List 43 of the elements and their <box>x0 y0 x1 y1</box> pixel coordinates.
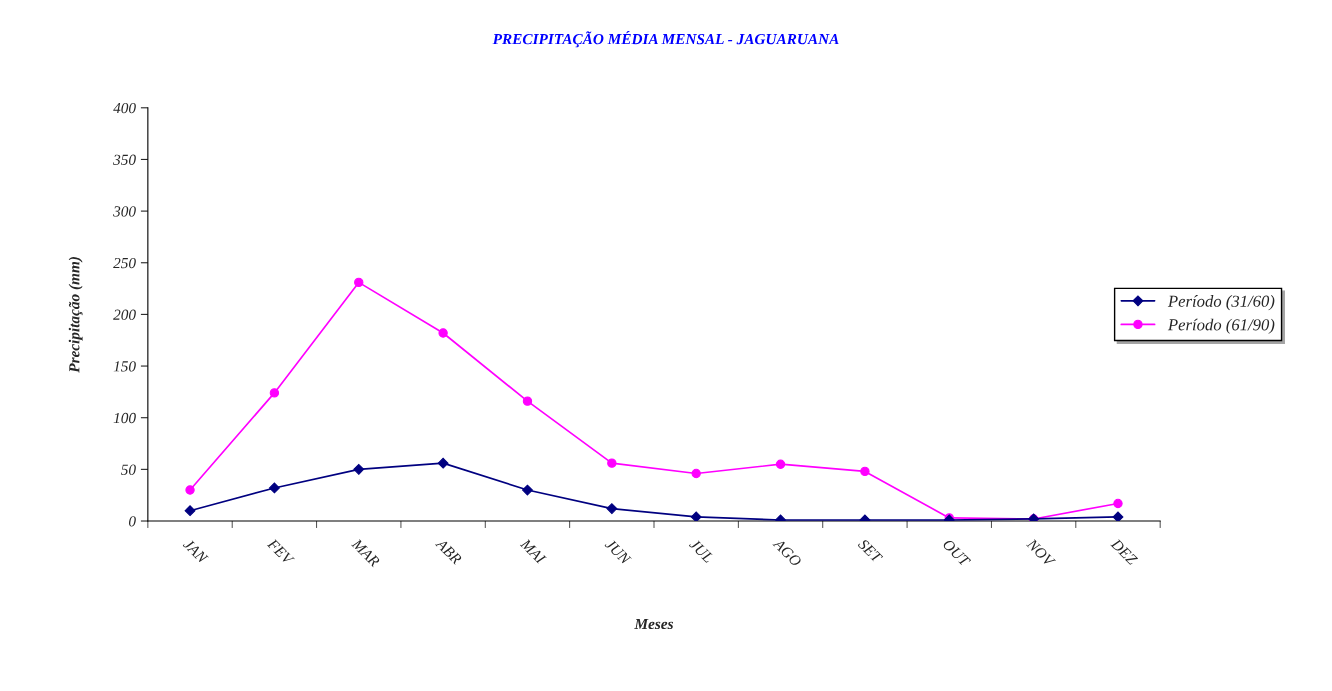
x-tick-label: ABR <box>434 537 463 565</box>
point <box>437 457 449 469</box>
point <box>185 485 195 495</box>
y-tick-label: 200 <box>113 309 136 320</box>
point <box>607 458 617 468</box>
point <box>438 328 448 338</box>
y-tick-label: 0 <box>129 516 136 527</box>
y-tick-label: 250 <box>113 257 136 269</box>
x-axis-title: Meses <box>634 618 674 630</box>
point <box>691 468 701 479</box>
point <box>522 484 533 496</box>
point <box>1113 498 1123 509</box>
legend-label: Período (31/60) <box>1167 295 1275 311</box>
y-axis-title: Precipitação (mm) <box>68 257 83 373</box>
point <box>606 503 618 515</box>
chart-title: PRECIPITAÇÃO MÉDIA MENSAL - JAGUARUANA <box>492 31 839 48</box>
legend-label: Período (61/90) <box>1167 318 1275 334</box>
point <box>268 482 280 494</box>
x-tick-label: FEV <box>266 538 295 567</box>
point <box>860 466 870 477</box>
x-tick-label: AGO <box>772 537 803 568</box>
x-tick-label: JUL <box>688 538 714 564</box>
point <box>353 463 365 475</box>
x-tick-label: OUT <box>942 538 972 568</box>
y-tick-label: 300 <box>113 206 136 217</box>
x-tick-label: JAN <box>182 538 209 565</box>
x-tick-label: JUN <box>604 538 632 566</box>
point <box>775 514 786 522</box>
y-tick-label: 400 <box>113 102 136 114</box>
point <box>690 511 702 522</box>
y-tick-label: 350 <box>113 154 136 165</box>
x-tick-label: MAI <box>519 537 547 565</box>
point <box>1112 511 1124 522</box>
y-tick-label: 150 <box>113 361 136 372</box>
point <box>269 388 280 398</box>
x-tick-label: NOV <box>1025 537 1056 568</box>
point <box>354 277 364 288</box>
x-tick-label: SET <box>857 538 884 564</box>
y-tick-label: 50 <box>121 464 136 475</box>
point <box>522 396 533 406</box>
point <box>184 505 196 517</box>
point <box>775 459 786 469</box>
y-tick-label: 100 <box>113 412 136 424</box>
